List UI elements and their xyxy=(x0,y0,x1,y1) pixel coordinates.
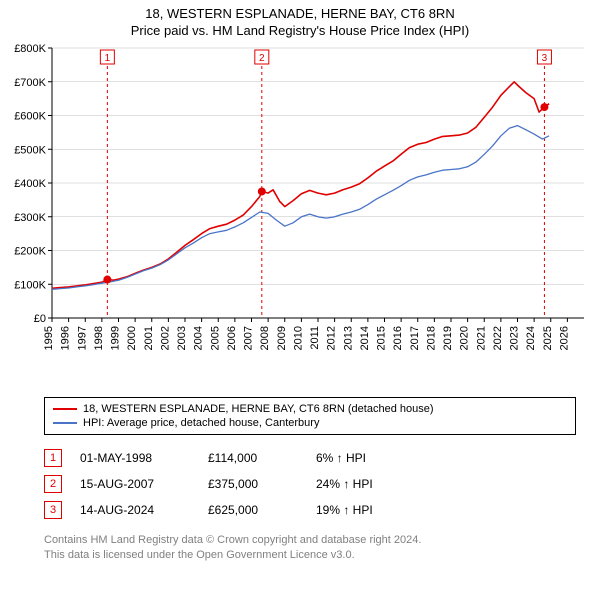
svg-text:2023: 2023 xyxy=(509,326,521,350)
svg-text:2026: 2026 xyxy=(558,326,570,350)
chart-svg: £0 £100K £200K £300K £400K £500K £600K £700K £80… xyxy=(8,44,592,384)
legend-item: 18, WESTERN ESPLANADE, HERNE BAY, CT6 8R… xyxy=(53,402,567,416)
svg-text:2000: 2000 xyxy=(126,326,138,350)
event-table: 1 01-MAY-1998 £114,000 6% ↑ HPI 2 15-AUG-2007… xyxy=(44,445,576,523)
legend-swatch xyxy=(53,422,77,424)
svg-text:£700K: £700K xyxy=(14,77,46,89)
footer-line1: Contains HM Land Registry data © Crown c… xyxy=(44,533,576,548)
event-price: £114,000 xyxy=(208,451,298,465)
event-date: 14-AUG-2024 xyxy=(80,503,190,517)
svg-text:2008: 2008 xyxy=(259,326,271,350)
svg-text:£400K: £400K xyxy=(14,178,46,190)
svg-text:2007: 2007 xyxy=(243,326,255,350)
chart-title-block: 18, WESTERN ESPLANADE, HERNE BAY, CT6 8R… xyxy=(0,0,600,40)
legend: 18, WESTERN ESPLANADE, HERNE BAY, CT6 8R… xyxy=(44,397,576,435)
event-badge: 3 xyxy=(44,501,62,519)
event-price: £625,000 xyxy=(208,503,298,517)
line-chart: £0 £100K £200K £300K £400K £500K £600K £700K £80… xyxy=(8,44,592,389)
svg-text:£500K: £500K xyxy=(14,144,46,156)
svg-text:2010: 2010 xyxy=(292,326,304,350)
svg-text:2017: 2017 xyxy=(409,326,421,350)
event-row: 3 14-AUG-2024 £625,000 19% ↑ HPI xyxy=(44,497,576,523)
svg-text:2012: 2012 xyxy=(326,326,338,350)
svg-text:£600K: £600K xyxy=(14,111,46,123)
svg-text:2013: 2013 xyxy=(342,326,354,350)
svg-text:2003: 2003 xyxy=(176,326,188,350)
svg-text:1997: 1997 xyxy=(76,326,88,350)
legend-item: HPI: Average price, detached house, Cant… xyxy=(53,416,567,430)
svg-text:2: 2 xyxy=(259,53,265,64)
footer-line2: This data is licensed under the Open Gov… xyxy=(44,548,576,563)
svg-text:2006: 2006 xyxy=(226,326,238,350)
svg-text:1: 1 xyxy=(105,53,111,64)
title-line2: Price paid vs. HM Land Registry's House … xyxy=(0,23,600,38)
svg-text:2005: 2005 xyxy=(209,326,221,350)
event-pct: 6% ↑ HPI xyxy=(316,451,416,465)
svg-text:1995: 1995 xyxy=(43,326,55,350)
event-pct: 24% ↑ HPI xyxy=(316,477,416,491)
svg-text:2018: 2018 xyxy=(425,326,437,350)
svg-text:2015: 2015 xyxy=(376,326,388,350)
event-date: 15-AUG-2007 xyxy=(80,477,190,491)
svg-text:2011: 2011 xyxy=(309,326,321,350)
legend-label: HPI: Average price, detached house, Cant… xyxy=(83,417,319,429)
svg-text:2021: 2021 xyxy=(475,326,487,350)
svg-text:2014: 2014 xyxy=(359,326,371,350)
event-badge: 2 xyxy=(44,475,62,493)
svg-text:1999: 1999 xyxy=(110,326,122,350)
event-date: 01-MAY-1998 xyxy=(80,451,190,465)
svg-text:£0: £0 xyxy=(34,313,46,325)
legend-swatch xyxy=(53,408,77,410)
svg-text:2025: 2025 xyxy=(542,326,554,350)
svg-text:2002: 2002 xyxy=(159,326,171,350)
svg-text:2022: 2022 xyxy=(492,326,504,350)
svg-text:£200K: £200K xyxy=(14,246,46,258)
svg-text:2009: 2009 xyxy=(276,326,288,350)
footer-attribution: Contains HM Land Registry data © Crown c… xyxy=(44,533,576,563)
event-price: £375,000 xyxy=(208,477,298,491)
svg-text:2001: 2001 xyxy=(143,326,155,350)
svg-text:2020: 2020 xyxy=(459,326,471,350)
svg-text:£800K: £800K xyxy=(14,44,46,55)
event-row: 1 01-MAY-1998 £114,000 6% ↑ HPI xyxy=(44,445,576,471)
event-pct: 19% ↑ HPI xyxy=(316,503,416,517)
svg-text:2016: 2016 xyxy=(392,326,404,350)
event-badge: 1 xyxy=(44,449,62,467)
svg-text:£300K: £300K xyxy=(14,212,46,224)
svg-text:3: 3 xyxy=(542,53,548,64)
svg-text:1996: 1996 xyxy=(60,326,72,350)
event-row: 2 15-AUG-2007 £375,000 24% ↑ HPI xyxy=(44,471,576,497)
svg-text:2004: 2004 xyxy=(193,326,205,350)
title-line1: 18, WESTERN ESPLANADE, HERNE BAY, CT6 8R… xyxy=(0,6,600,21)
svg-text:£100K: £100K xyxy=(14,279,46,291)
svg-text:2019: 2019 xyxy=(442,326,454,350)
svg-text:2024: 2024 xyxy=(525,326,537,350)
legend-label: 18, WESTERN ESPLANADE, HERNE BAY, CT6 8R… xyxy=(83,403,434,415)
svg-text:1998: 1998 xyxy=(93,326,105,350)
